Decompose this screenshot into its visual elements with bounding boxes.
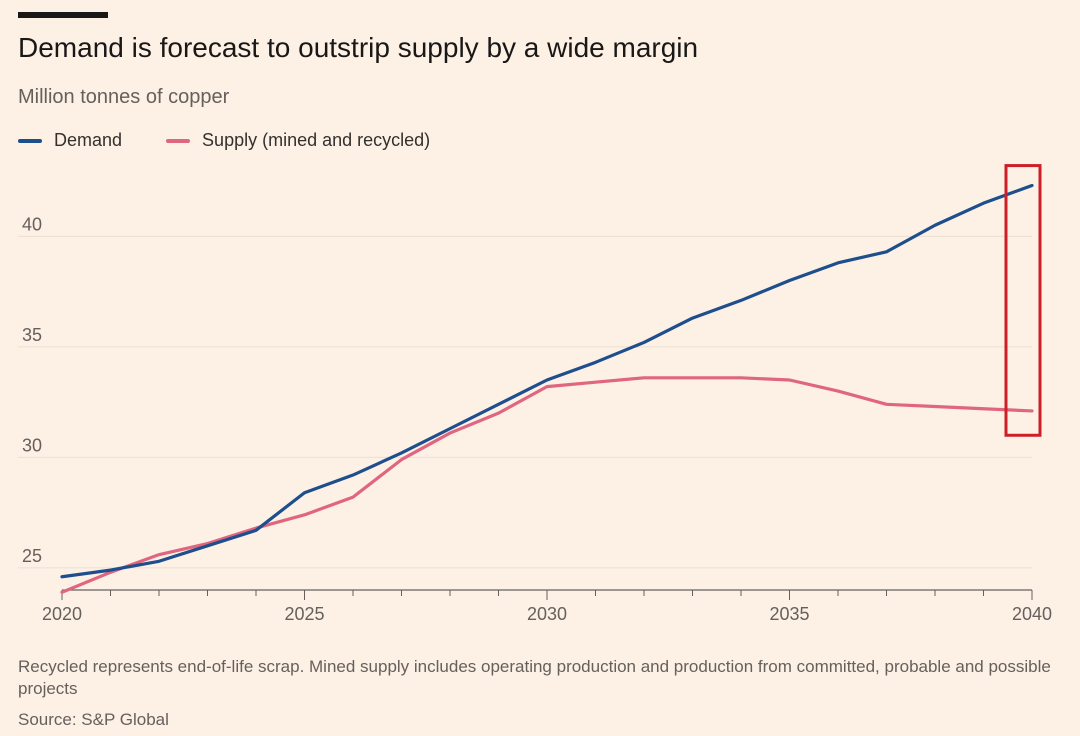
legend-item-demand: Demand [18, 130, 122, 151]
footnote: Recycled represents end-of-life scrap. M… [18, 657, 1051, 698]
demand-line [60, 183, 1034, 579]
x-tick-label: 2040 [1012, 604, 1052, 624]
line-chart: 25 30 35 40 2020 2025 2030 2035 2040 [18, 164, 1052, 624]
source-note: Source: S&P Global [18, 710, 169, 729]
x-tick-label: 2020 [42, 604, 82, 624]
x-tick-label: 2030 [527, 604, 567, 624]
y-tick-label: 35 [22, 325, 42, 345]
highlight-box [1004, 164, 1042, 437]
x-tick-label: 2035 [769, 604, 809, 624]
chart-title: Demand is forecast to outstrip supply by… [18, 32, 699, 63]
y-tick-label: 40 [22, 214, 42, 234]
chart-subtitle: Million tonnes of copper [18, 86, 230, 108]
header-accent-bar [18, 12, 108, 18]
x-tick-label: 2025 [284, 604, 324, 624]
legend-swatch-demand [18, 138, 42, 143]
legend-item-supply: Supply (mined and recycled) [166, 130, 430, 151]
legend-label-demand: Demand [54, 130, 123, 150]
legend: Demand Supply (mined and recycled) [18, 130, 474, 151]
supply-line [60, 376, 1034, 594]
legend-swatch-supply [166, 138, 191, 143]
legend-label-supply: Supply (mined and recycled) [202, 130, 431, 150]
y-tick-label: 25 [22, 546, 42, 566]
y-tick-label: 30 [22, 435, 42, 455]
